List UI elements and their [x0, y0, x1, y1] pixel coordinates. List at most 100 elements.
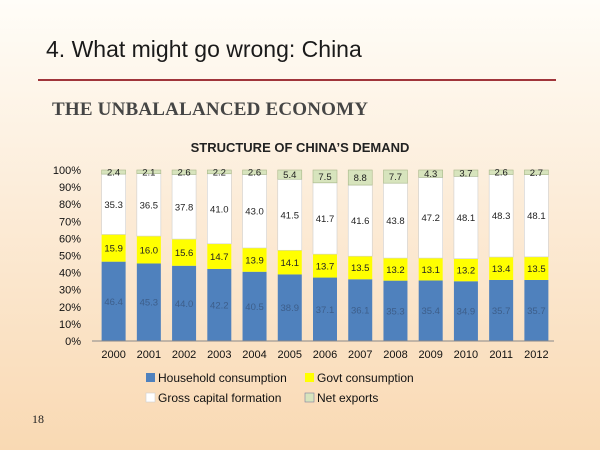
- data-label-household: 35.7: [492, 306, 511, 317]
- x-tick-label: 2004: [242, 349, 266, 361]
- chart-title: STRUCTURE OF CHINA’S DEMAND: [191, 140, 410, 155]
- bar-segment-gross-capital: [383, 182, 408, 259]
- legend-swatch: [145, 392, 156, 403]
- data-label-net-exports: 7.7: [389, 172, 402, 183]
- bar-segment-govt: [242, 247, 267, 272]
- bars: 46.4 15.9 35.3 2.4 45.3 16.0 36.5 2.1 44.0 15.6 37…: [101, 167, 549, 341]
- legend-item-gross-capital: Gross capital formation: [145, 391, 281, 405]
- bar-segment-govt: [348, 256, 373, 280]
- bar-segment-net-exports: [524, 169, 549, 175]
- data-label-household: 44.0: [175, 299, 194, 310]
- data-label-net-exports: 2.1: [142, 167, 155, 178]
- bar-segment-govt: [172, 239, 197, 266]
- x-axis: 2000 2001 2002 2003 2004 2005 2006 2007 2008 2009…: [92, 340, 554, 361]
- data-label-govt: 13.1: [421, 265, 440, 276]
- data-label-household: 45.3: [140, 298, 159, 309]
- data-label-gross-capital: 43.8: [386, 216, 405, 227]
- legend-swatch: [304, 392, 315, 403]
- data-label-govt: 16.0: [140, 245, 159, 256]
- legend-label: Household consumption: [158, 371, 287, 385]
- bar-stack: 35.4 13.1 47.2 4.3: [418, 169, 443, 341]
- bar-segment-net-exports: [383, 169, 408, 184]
- data-label-govt: 13.4: [492, 264, 511, 275]
- data-label-gross-capital: 48.1: [457, 213, 476, 224]
- bar-segment-household: [242, 271, 267, 341]
- bar-segment-gross-capital: [136, 173, 162, 237]
- data-label-gross-capital: 36.5: [140, 200, 159, 211]
- bar-segment-net-exports: [277, 169, 303, 180]
- x-tick-label: 2011: [489, 349, 513, 361]
- data-label-household: 38.9: [281, 303, 300, 314]
- data-label-govt: 13.5: [527, 264, 546, 275]
- x-tick-label: 2007: [348, 349, 372, 361]
- data-label-net-exports: 8.8: [354, 173, 367, 184]
- data-label-net-exports: 5.4: [283, 170, 296, 181]
- x-tick-label: 2001: [137, 349, 161, 361]
- bar-segment-gross-capital: [207, 173, 232, 245]
- y-axis: 0% 10% 20% 30% 40% 50% 60% 70% 80% 90% 100%: [53, 165, 81, 348]
- data-label-net-exports: 4.3: [424, 169, 437, 180]
- y-tick-label: 90%: [59, 182, 81, 194]
- data-label-gross-capital: 41.0: [210, 204, 229, 215]
- bar-segment-net-exports: [453, 169, 479, 177]
- y-tick-label: 70%: [59, 216, 81, 228]
- bar-segment-net-exports: [242, 169, 267, 175]
- data-label-net-exports: 2.4: [107, 168, 120, 179]
- y-tick-label: 30%: [59, 285, 81, 297]
- x-tick-label: 2008: [383, 349, 407, 361]
- data-label-net-exports: 3.7: [459, 169, 472, 180]
- data-label-govt: 13.2: [457, 265, 476, 276]
- bar-segment-household: [383, 280, 408, 341]
- data-label-gross-capital: 41.6: [351, 216, 370, 227]
- data-label-gross-capital: 41.7: [316, 214, 335, 225]
- bar-stack: 42.2 14.7 41.0 2.2: [207, 167, 232, 341]
- x-tick-label: 2006: [313, 349, 337, 361]
- data-label-govt: 13.9: [245, 255, 264, 266]
- legend-label: Gross capital formation: [158, 391, 281, 405]
- bar-segment-gross-capital: [277, 178, 303, 251]
- bar-segment-net-exports: [101, 169, 126, 175]
- bar-segment-govt: [418, 258, 443, 281]
- bar-segment-net-exports: [136, 169, 162, 174]
- bar-stack: 36.1 13.5 41.6 8.8: [347, 169, 373, 341]
- legend-item-household: Household consumption: [146, 371, 287, 385]
- bar-segment-net-exports: [171, 169, 197, 175]
- data-label-net-exports: 2.7: [530, 168, 543, 179]
- data-label-gross-capital: 47.2: [421, 213, 440, 224]
- section-heading: THE UNBALALANCED ECONOMY: [52, 99, 369, 120]
- y-tick-label: 40%: [59, 268, 81, 280]
- y-tick-label: 20%: [59, 302, 81, 314]
- data-label-govt: 14.7: [210, 252, 229, 263]
- bar-segment-govt: [383, 258, 408, 281]
- bar-segment-household: [524, 279, 549, 341]
- data-label-govt: 13.5: [351, 263, 370, 274]
- y-tick-label: 60%: [59, 233, 81, 245]
- x-tick-label: 2009: [418, 349, 442, 361]
- data-label-gross-capital: 35.3: [104, 200, 123, 211]
- data-label-net-exports: 2.2: [213, 167, 226, 178]
- legend-swatch: [146, 373, 155, 382]
- data-label-household: 34.9: [457, 307, 476, 318]
- bar-stack: 45.3 16.0 36.5 2.1: [136, 167, 162, 341]
- x-tick-label: 2000: [101, 349, 125, 361]
- slide-number: 18: [32, 412, 44, 426]
- bar-segment-household: [172, 265, 197, 341]
- data-label-household: 37.1: [316, 305, 335, 316]
- data-label-household: 40.5: [245, 302, 264, 313]
- data-label-net-exports: 2.6: [248, 168, 261, 179]
- data-label-household: 46.4: [104, 297, 123, 308]
- bar-segment-govt: [136, 236, 161, 264]
- legend-item-govt: Govt consumption: [305, 371, 414, 385]
- y-tick-label: 10%: [59, 319, 81, 331]
- data-label-gross-capital: 43.0: [245, 207, 264, 218]
- bar-segment-household: [348, 279, 373, 341]
- bar-segment-govt: [524, 256, 549, 280]
- data-label-net-exports: 7.5: [318, 172, 331, 183]
- bar-segment-govt: [489, 257, 514, 280]
- y-tick-label: 0%: [65, 336, 81, 348]
- legend-swatch: [305, 373, 314, 382]
- bar-segment-gross-capital: [453, 176, 479, 259]
- legend-label: Govt consumption: [317, 371, 414, 385]
- bar-stack: 37.1 13.7 41.7 7.5: [312, 169, 338, 341]
- bar-segment-net-exports: [207, 169, 232, 175]
